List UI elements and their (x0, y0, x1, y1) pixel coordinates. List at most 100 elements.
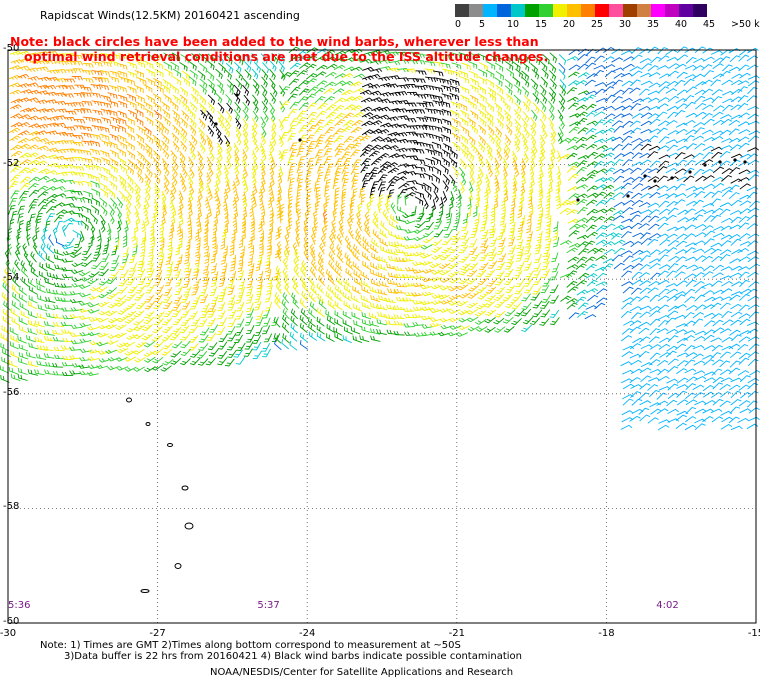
wind-barb (310, 259, 318, 271)
wind-barb (497, 229, 505, 240)
wind-barb (108, 141, 118, 149)
wind-barb (674, 314, 687, 320)
wind-barb (542, 54, 550, 65)
wind-barb (257, 270, 264, 282)
wind-barb (576, 256, 588, 264)
wind-barb (115, 300, 127, 307)
wind-barb (353, 73, 366, 79)
wind-barb (456, 301, 469, 307)
wind-barb (694, 209, 707, 215)
wind-barb (114, 239, 120, 251)
wind-barb (126, 141, 135, 151)
wind-barb (200, 109, 208, 121)
wind-barb (217, 102, 225, 114)
wind-barb (180, 309, 190, 318)
wind-barb (675, 304, 687, 310)
wind-barb (61, 273, 74, 279)
wind-barb (612, 168, 625, 175)
wind-barb (457, 284, 469, 291)
wind-barb (532, 309, 543, 318)
wind-barb (3, 300, 12, 311)
wind-barb (390, 214, 399, 224)
map-frame (7, 49, 757, 624)
wind-barb (584, 240, 596, 248)
colorbar-label: 0 (455, 19, 462, 30)
wind-barb (414, 191, 425, 199)
wind-barb (133, 324, 145, 332)
wind-barb (460, 126, 470, 136)
wind-barb (133, 366, 146, 372)
wind-barb (278, 165, 284, 178)
wind-barb (551, 252, 559, 263)
wind-barb (226, 79, 235, 90)
wind-barb (447, 271, 460, 278)
wind-barb (355, 228, 362, 240)
wind-barb (349, 211, 354, 223)
wind-barb (91, 117, 102, 124)
wind-barb (550, 271, 559, 281)
wind-barb (258, 237, 264, 249)
wind-barb (60, 283, 72, 288)
wind-barb (515, 262, 525, 272)
wind-barb (243, 94, 251, 106)
wind-barb (325, 163, 334, 173)
wind-barb (27, 115, 40, 121)
wind-barb (163, 164, 170, 177)
wind-barb (165, 276, 173, 287)
wind-barb (91, 253, 101, 262)
wind-barb (586, 73, 598, 80)
wind-barb (69, 346, 81, 351)
wind-barb (489, 228, 496, 239)
wind-barb (27, 76, 40, 81)
wind-barb (310, 233, 316, 245)
wind-barb (484, 317, 496, 324)
wind-barb (576, 160, 588, 168)
wind-barb (62, 314, 74, 320)
wind-barb (657, 222, 669, 230)
wind-barb (111, 255, 120, 265)
wind-barb (10, 174, 21, 183)
wind-barb (215, 54, 224, 65)
wind-barb (78, 308, 91, 313)
wind-barb (334, 187, 340, 199)
wind-barb (259, 245, 264, 257)
wind-barb (306, 78, 317, 85)
wind-barb (403, 219, 416, 225)
wind-barb (35, 154, 48, 160)
wind-barb (183, 286, 192, 296)
wind-barb (64, 189, 76, 195)
wind-barb (521, 117, 528, 129)
wind-barb (639, 264, 651, 271)
wind-barb (19, 57, 31, 63)
wind-barb (353, 87, 365, 94)
wind-barb (622, 63, 635, 70)
wind-barb (461, 221, 469, 232)
wind-barb (110, 116, 120, 125)
wind-barb (639, 305, 652, 311)
wind-barb (523, 94, 532, 106)
wind-barb (45, 361, 56, 368)
wind-barb (92, 76, 104, 83)
wind-barb (411, 313, 424, 319)
wind-barb (703, 215, 715, 223)
wind-barb (440, 324, 453, 330)
wind-barb (667, 152, 680, 158)
wind-barb (212, 221, 218, 234)
wind-barb (575, 104, 588, 111)
wind-barb (712, 289, 725, 295)
wind-barb (161, 333, 173, 342)
wind-barb (343, 326, 353, 335)
wind-barb (136, 125, 146, 135)
wind-barb (712, 359, 724, 366)
wind-barb (242, 101, 249, 113)
wind-barb (703, 265, 715, 272)
wind-barb (350, 195, 356, 208)
wind-barb (648, 168, 660, 174)
wind-barb (314, 119, 325, 128)
wind-barb (738, 222, 750, 230)
wind-barb (415, 213, 425, 222)
wind-barb (416, 125, 428, 131)
wind-barb (328, 259, 335, 271)
wind-barb (331, 227, 337, 240)
wind-barb (560, 239, 572, 246)
